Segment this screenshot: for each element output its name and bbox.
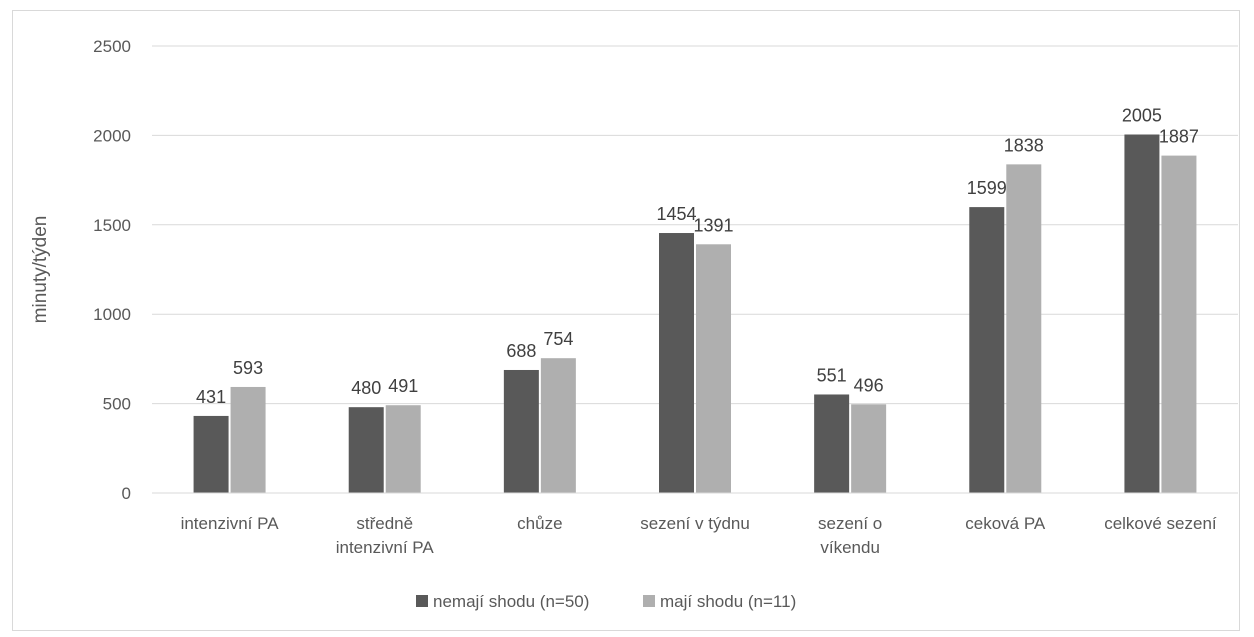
bar-s0-c4 [814,394,849,493]
legend-label-1: mají shodu (n=11) [660,592,796,611]
y-tick-label-2000: 2000 [93,126,131,145]
bar-s0-c3 [659,233,694,493]
data-label-s0-c5: 1599 [967,178,1007,198]
data-label-s0-c6: 2005 [1122,106,1162,126]
y-tick-label-1000: 1000 [93,305,131,324]
bar-s1-c4 [851,404,886,493]
bar-s0-c6 [1124,135,1159,493]
data-label-s1-c3: 1391 [693,215,733,235]
data-label-s1-c2: 754 [543,329,573,349]
legend-swatch-0 [416,595,428,607]
x-tick-label-4-line1: víkendu [820,538,880,557]
x-tick-label-1-line1: intenzivní PA [336,538,435,557]
data-label-s0-c0: 431 [196,387,226,407]
bar-s0-c5 [969,207,1004,493]
x-tick-label-3: sezení v týdnu [640,514,750,533]
y-tick-label-500: 500 [103,395,131,414]
bar-s1-c0 [231,387,266,493]
bar-s0-c2 [504,370,539,493]
legend-swatch-1 [643,595,655,607]
bar-s1-c1 [386,405,421,493]
x-tick-label-4-line0: sezení o [818,514,882,533]
data-label-s1-c4: 496 [854,375,884,395]
bar-s1-c2 [541,358,576,493]
x-tick-label-2: chůze [517,514,562,533]
bar-s0-c0 [194,416,229,493]
y-tick-label-1500: 1500 [93,216,131,235]
bar-s1-c5 [1006,164,1041,493]
bar-s1-c3 [696,244,731,493]
data-label-s1-c6: 1887 [1159,127,1199,147]
y-tick-label-2500: 2500 [93,37,131,56]
x-tick-label-6: celkové sezení [1104,514,1217,533]
x-tick-label-1-line0: středně [356,514,413,533]
data-label-s1-c5: 1838 [1004,135,1044,155]
data-label-s1-c0: 593 [233,358,263,378]
x-tick-label-5: ceková PA [965,514,1046,533]
x-tick-label-0: intenzivní PA [181,514,280,533]
y-axis-title: minuty/týden [30,216,51,324]
data-label-s0-c4: 551 [817,365,847,385]
y-tick-label-0: 0 [122,484,131,503]
legend-label-0: nemají shodu (n=50) [433,592,589,611]
bar-s1-c6 [1161,156,1196,493]
data-label-s0-c2: 688 [506,341,536,361]
data-label-s0-c3: 1454 [656,204,696,224]
data-label-s1-c1: 491 [388,376,418,396]
data-label-s0-c1: 480 [351,378,381,398]
bar-s0-c1 [349,407,384,493]
